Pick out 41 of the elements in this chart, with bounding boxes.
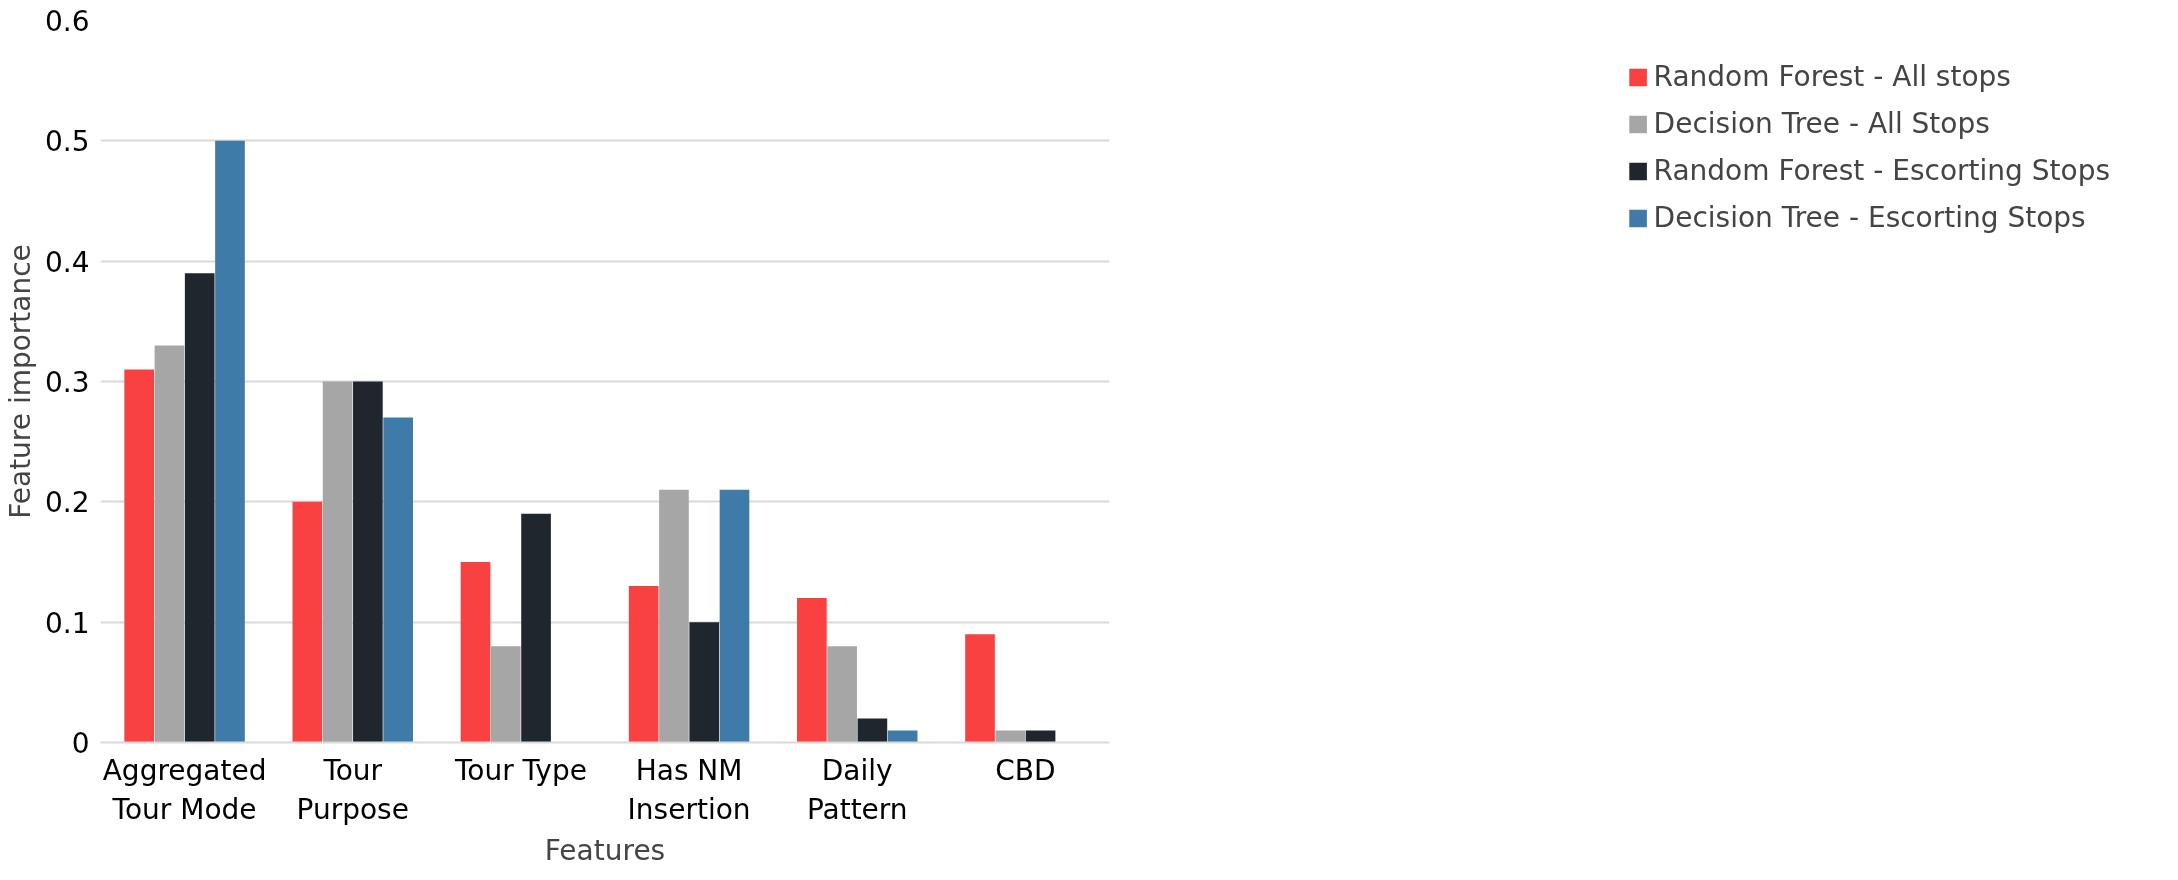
bar <box>827 646 857 743</box>
bar <box>797 598 827 743</box>
y-tick-label: 0 <box>71 727 90 760</box>
bar <box>383 417 413 743</box>
bar <box>857 718 888 743</box>
y-tick-label: 0.3 <box>44 366 90 399</box>
bar <box>521 513 551 743</box>
bar <box>353 381 383 743</box>
bar <box>965 634 995 743</box>
y-axis-title: Feature importance <box>3 244 37 519</box>
x-tick-label: Tour Type <box>453 753 587 787</box>
bar <box>154 345 185 743</box>
bar <box>124 369 155 743</box>
y-tick-label: 0.6 <box>44 5 90 38</box>
x-tick-label: Daily Pattern <box>806 753 908 827</box>
x-tick-label: CBD <box>995 753 1056 787</box>
bar <box>184 273 215 743</box>
legend-label: Decision Tree - Escorting Stops <box>1653 201 2086 234</box>
bar <box>659 489 689 743</box>
legend-label: Decision Tree - All Stops <box>1653 107 1990 140</box>
legend-label: Random Forest - All stops <box>1653 60 2011 93</box>
bar <box>215 140 245 743</box>
x-tick-label: Has NM Insertion <box>627 753 751 827</box>
y-tick-label: 0.2 <box>44 486 90 520</box>
x-tick-label: Aggregated Tour Mode <box>102 753 267 827</box>
legend-label: Random Forest - Escorting Stops <box>1653 154 2110 187</box>
y-tick-label: 0.5 <box>44 125 90 159</box>
bar <box>628 586 659 743</box>
bar <box>995 730 1026 743</box>
bar <box>719 489 750 743</box>
bar <box>322 381 353 743</box>
y-tick-label: 0.4 <box>44 245 90 279</box>
y-tick-label: 0.1 <box>44 606 90 640</box>
bar <box>689 622 720 743</box>
bar <box>460 562 491 743</box>
bar <box>490 646 521 743</box>
bar <box>887 730 918 743</box>
bar <box>1025 730 1056 743</box>
x-tick-label: Tour Purpose <box>296 753 409 827</box>
bar <box>292 501 323 743</box>
x-axis-title: Features <box>544 834 666 868</box>
